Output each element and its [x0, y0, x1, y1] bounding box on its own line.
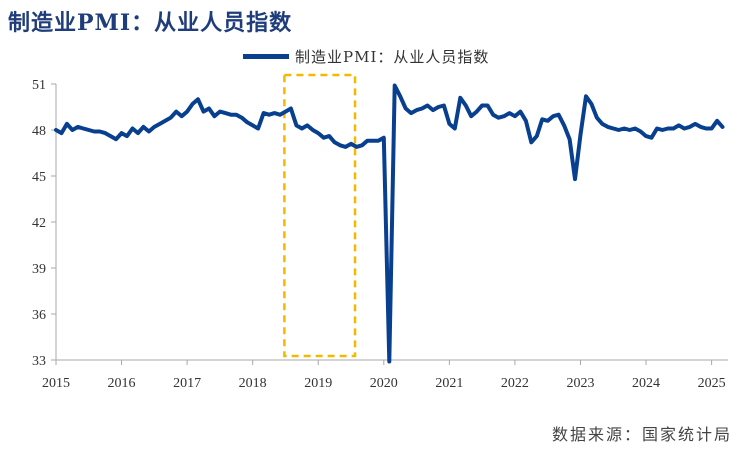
y-tick-label: 33: [32, 354, 46, 369]
legend: 制造业PMI：从业人员指数: [243, 46, 489, 67]
x-tick-label: 2021: [435, 376, 463, 391]
legend-line-swatch: [243, 54, 289, 59]
pmi-employment-line: [54, 83, 725, 364]
y-tick-label: 42: [32, 216, 46, 231]
chart-title: 制造业PMI：从业人员指数: [8, 10, 293, 36]
highlight-box: [283, 73, 357, 358]
x-tick-label: 2015: [42, 376, 70, 391]
y-tick-label: 39: [32, 262, 46, 277]
data-source: 数据来源：国家统计局: [551, 425, 732, 444]
y-axis-ticks: 33 36 39 42 45 48 51: [32, 78, 56, 369]
x-tick-label: 2024: [632, 376, 660, 391]
x-tick-label: 2020: [370, 376, 398, 391]
x-tick-label: 2022: [501, 376, 529, 391]
y-tick-label: 48: [32, 124, 46, 139]
x-tick-label: 2019: [304, 376, 332, 391]
y-tick-label: 51: [32, 78, 46, 93]
y-tick-label: 36: [32, 308, 46, 323]
legend-label: 制造业PMI：从业人员指数: [295, 48, 490, 66]
y-tick-label: 45: [32, 170, 46, 185]
x-axis-ticks: 2015 2016 2017 2018 2019 2020 2021 2022 2023 2024…: [42, 360, 726, 391]
x-tick-label: 2025: [698, 376, 726, 391]
x-tick-label: 2023: [566, 376, 594, 391]
x-tick-label: 2016: [108, 376, 136, 391]
x-tick-label: 2018: [239, 376, 267, 391]
x-tick-label: 2017: [173, 376, 201, 391]
